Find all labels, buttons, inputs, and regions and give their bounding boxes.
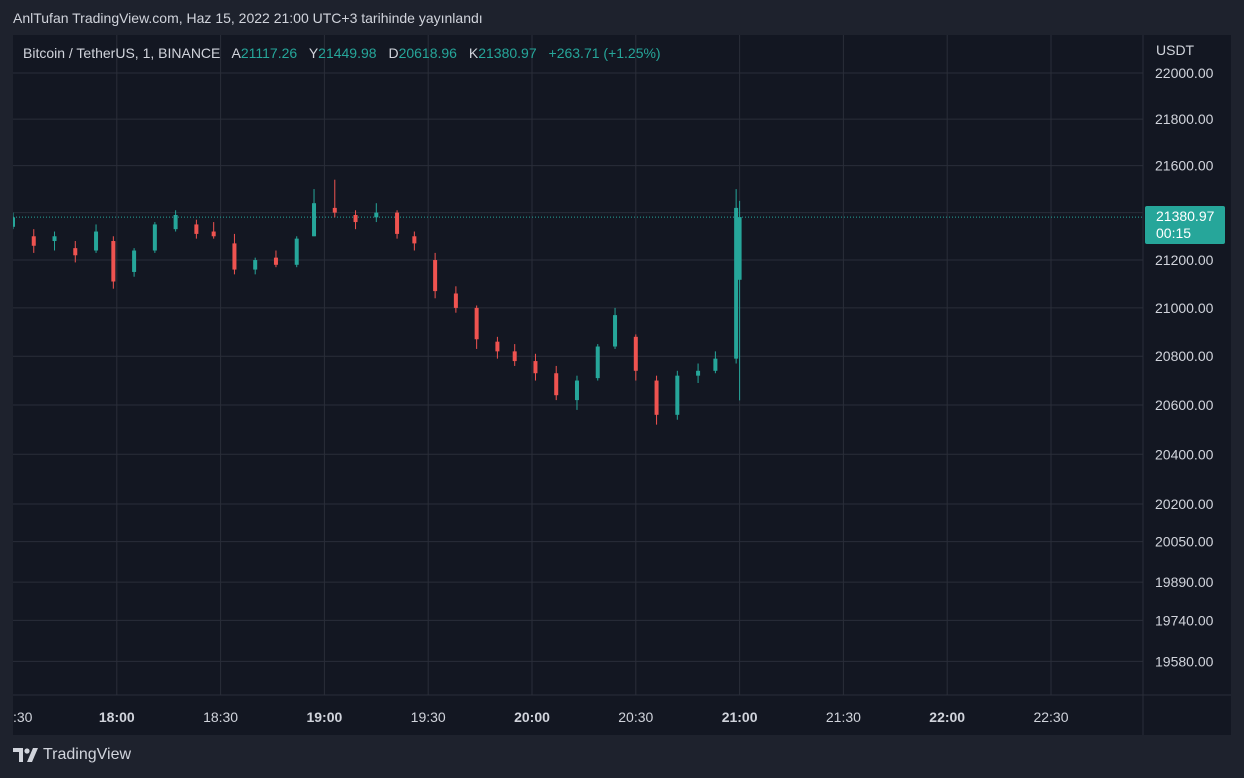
y-tick-label: 21600.00 xyxy=(1155,158,1214,174)
y-tick-label: 19740.00 xyxy=(1155,612,1214,628)
candle-body xyxy=(595,346,600,379)
y-tick-label: 19580.00 xyxy=(1155,653,1214,669)
x-tick-label: 21:00 xyxy=(722,709,758,725)
candle-body xyxy=(734,207,739,359)
footer-brand-label: TradingView xyxy=(43,746,132,763)
candle-body xyxy=(273,257,278,265)
x-tick-label: 18:30 xyxy=(203,709,238,725)
legend-open-label: A xyxy=(231,45,241,61)
legend-high-label: Y xyxy=(308,45,319,61)
x-tick-label: 21:30 xyxy=(826,709,861,725)
legend-symbol[interactable]: Bitcoin / TetherUS, 1, BINANCE xyxy=(23,45,221,61)
publish-header: AnlTufan TradingView.com, Haz 15, 2022 2… xyxy=(13,10,483,26)
tradingview-logo-icon xyxy=(13,748,38,762)
candle-body xyxy=(613,315,618,347)
candle-body xyxy=(737,217,742,280)
candle-body xyxy=(654,380,659,415)
candle-body xyxy=(554,373,559,396)
candle-body xyxy=(353,214,358,223)
candle-body xyxy=(495,341,500,352)
candle-countdown: 00:15 xyxy=(1156,225,1192,242)
candle-body xyxy=(294,238,299,265)
candle-body xyxy=(713,358,718,371)
candle-body xyxy=(111,241,116,282)
candle-body xyxy=(533,361,538,374)
y-tick-label: 20400.00 xyxy=(1155,446,1214,462)
candle-body xyxy=(312,203,317,237)
x-tick-label: 19:30 xyxy=(411,709,446,725)
y-tick-label: 22000.00 xyxy=(1155,65,1214,81)
y-tick-label: 20600.00 xyxy=(1155,397,1214,413)
x-tick-label: 20:30 xyxy=(618,709,653,725)
y-tick-label: 19890.00 xyxy=(1155,574,1214,590)
candle-body xyxy=(132,250,137,272)
candlestick-chart[interactable]: 22000.0021800.0021600.0021400.0021200.00… xyxy=(13,35,1231,735)
symbol-legend: Bitcoin / TetherUS, 1, BINANCE A21117.26… xyxy=(23,45,661,61)
candle-body xyxy=(31,236,36,246)
candle-body xyxy=(453,293,458,308)
x-tick-label: :30 xyxy=(13,709,33,725)
candle-body xyxy=(232,243,237,270)
y-tick-label: 20800.00 xyxy=(1155,348,1214,364)
price-axis-currency[interactable]: USDT xyxy=(1156,42,1195,58)
footer-brand[interactable]: TradingView xyxy=(13,746,131,764)
candle-body xyxy=(574,380,579,401)
x-tick-label: 22:00 xyxy=(929,709,965,725)
y-tick-label: 20050.00 xyxy=(1155,534,1214,550)
legend-close-label: K xyxy=(468,45,479,61)
legend-low: 20618.96 xyxy=(398,45,457,61)
candle-body xyxy=(73,248,78,256)
candle-body xyxy=(52,236,57,242)
y-tick-label: 20200.00 xyxy=(1155,496,1214,512)
candle-body xyxy=(412,236,417,244)
legend-low-label: D xyxy=(388,45,399,61)
legend-change: +263.71 (+1.25%) xyxy=(548,45,661,61)
x-tick-label: 20:00 xyxy=(514,709,550,725)
candle-body xyxy=(211,231,216,237)
y-tick-label: 21800.00 xyxy=(1155,111,1214,127)
candle-body xyxy=(173,214,178,230)
last-price-tag: 21380.97 00:15 xyxy=(1145,206,1225,245)
legend-close: 21380.97 xyxy=(478,45,537,61)
candle-body xyxy=(433,260,438,292)
candle-body xyxy=(94,231,99,251)
candle-body xyxy=(332,207,337,213)
candle-body xyxy=(512,351,517,362)
candle-body xyxy=(675,375,680,415)
candle-body xyxy=(13,217,15,227)
candle-body xyxy=(633,336,638,371)
legend-high: 21449.98 xyxy=(318,45,377,61)
candle-body xyxy=(474,307,479,340)
y-tick-label: 21000.00 xyxy=(1155,300,1214,316)
candle-body xyxy=(253,260,258,270)
legend-open: 21117.26 xyxy=(240,45,298,61)
candle-body xyxy=(696,370,701,376)
x-tick-label: 22:30 xyxy=(1033,709,1068,725)
y-tick-label: 21200.00 xyxy=(1155,252,1214,268)
x-tick-label: 19:00 xyxy=(306,709,342,725)
x-tick-label: 18:00 xyxy=(99,709,135,725)
candle-body xyxy=(194,224,199,234)
candle-body xyxy=(152,224,157,251)
candle-body xyxy=(374,212,379,218)
chart-area[interactable]: 22000.0021800.0021600.0021400.0021200.00… xyxy=(13,35,1231,735)
candle-body xyxy=(395,212,400,234)
last-price-value: 21380.97 xyxy=(1156,208,1215,225)
